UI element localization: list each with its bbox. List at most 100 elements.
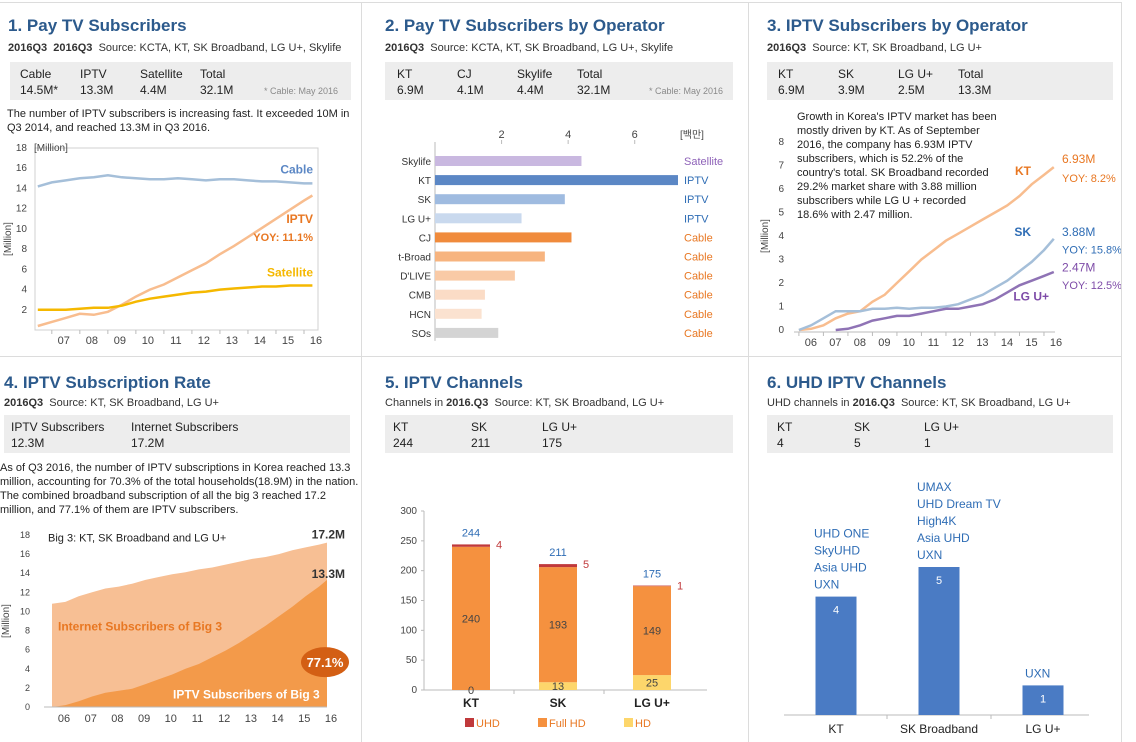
stat-value: 32.1M xyxy=(577,83,611,97)
top-border xyxy=(0,2,1122,3)
rate-badge-label: 77.1% xyxy=(307,655,344,670)
stat-label: KT xyxy=(778,67,794,81)
bar-segment-hd xyxy=(633,675,671,690)
y-tick-label: 8 xyxy=(25,626,30,636)
iptv-subscription-rate-chart: 0 2 4 6 8 10 12 14 16 18 [Million] 06 07 08 09 10 11 12 13… xyxy=(1,528,349,725)
bar-segment-full-hd xyxy=(539,567,577,683)
stat-label: LG U+ xyxy=(542,420,578,434)
segment-label-hd: 25 xyxy=(646,678,658,690)
stat-value: 32.1M xyxy=(200,83,234,97)
bar-sk xyxy=(435,194,565,205)
x-tick-label: 10 xyxy=(142,335,154,347)
x-tick-label: 14 xyxy=(1001,337,1013,349)
bar-cmb xyxy=(435,289,485,300)
column-divider-2 xyxy=(748,2,749,742)
series-value-lg-u: 2.47M xyxy=(1062,260,1095,274)
group-label: Cable xyxy=(684,328,713,340)
x-tick-label: 12 xyxy=(198,335,210,347)
y-tick-label: 6 xyxy=(25,645,30,655)
x-tick-label: 16 xyxy=(1050,337,1062,349)
stat-value: 1 xyxy=(924,436,931,450)
series-label-sk: SK xyxy=(1014,225,1031,239)
channel-name: SkyUHD xyxy=(814,544,860,558)
end-label-iptv: 13.3M xyxy=(312,567,345,581)
y-tick-label: 18 xyxy=(16,143,28,154)
x-tick-label: 09 xyxy=(114,335,126,347)
bar-sos xyxy=(435,327,499,338)
x-tick-label: 08 xyxy=(111,713,123,725)
stat-label: Total xyxy=(958,67,984,81)
y-tick-label: 50 xyxy=(406,655,418,666)
y-tick-label: 150 xyxy=(400,596,417,607)
stat-value: 244 xyxy=(393,436,414,450)
series-yoy-lg-u: YOY: 12.5% xyxy=(1062,280,1121,292)
stat-label: KT xyxy=(397,67,413,81)
y-tick-label: 2 xyxy=(21,305,27,316)
series-yoy-iptv: YOY: 11.1% xyxy=(253,232,313,244)
panel-pay-tv-subscribers: 1. Pay TV Subscribers 2016Q3 2016Q3 Sour… xyxy=(0,0,361,356)
panel-title: 3. IPTV Subscribers by Operator xyxy=(767,16,1028,35)
legend-swatch-hd xyxy=(624,718,633,727)
stat-value: 4.4M xyxy=(140,83,167,97)
y-tick-label: 2 xyxy=(25,683,30,693)
category-label: CJ xyxy=(419,233,431,244)
segment-label-hd: 13 xyxy=(552,681,564,693)
panel-subtitle: UHD channels in 2016.Q3 Source: KT, SK B… xyxy=(767,397,1071,409)
legend-label: Full HD xyxy=(549,718,586,730)
series-label-iptv: IPTV xyxy=(286,212,313,226)
stat-label: LG U+ xyxy=(924,420,960,434)
stat-value: 13.3M xyxy=(958,83,992,97)
series-line-cable xyxy=(37,174,313,188)
panel-title: 1. Pay TV Subscribers xyxy=(8,16,187,35)
x-tick-label: 10 xyxy=(903,337,915,349)
panel-description: Growth in Korea's IPTV market has been m… xyxy=(797,111,997,221)
category-label: KT xyxy=(418,176,431,187)
uhd-iptv-channels-chart: 4 KT UHD ONE SkyUHD Asia UHD UXN 5 SK Broadband… xyxy=(784,480,1089,736)
stat-label: Skylife xyxy=(517,67,553,81)
stat-label: SK xyxy=(854,420,871,434)
series-label-satellite: Satellite xyxy=(267,265,313,279)
channel-name: UHD ONE xyxy=(814,527,869,541)
category-label: KT xyxy=(463,696,480,710)
x-tick-label: 15 xyxy=(282,335,294,347)
bar-cj xyxy=(435,232,572,243)
y-tick-label: 4 xyxy=(778,231,784,242)
stat-label: SK xyxy=(838,67,855,81)
segment-label-uhd: 5 xyxy=(583,559,589,571)
right-border xyxy=(1121,2,1122,742)
y-tick-label: 10 xyxy=(20,606,30,616)
x-tick-label: 12 xyxy=(218,713,230,725)
stat-value: 17.2M xyxy=(131,436,165,450)
panel-subtitle: 2016Q3 Source: KCTA, KT, SK Broadband, L… xyxy=(385,42,674,54)
x-tick-label: 07 xyxy=(58,335,70,347)
y-tick-label: 250 xyxy=(400,536,417,547)
x-tick-label: 08 xyxy=(854,337,866,349)
y-tick-label: 0 xyxy=(25,702,30,712)
group-label: Cable xyxy=(684,309,713,321)
y-tick-label: 1 xyxy=(778,302,784,313)
legend-swatch-full-hd xyxy=(538,718,547,727)
legend-label: UHD xyxy=(476,718,500,730)
x-tick-label: 13 xyxy=(976,337,988,349)
series-value-sk: 3.88M xyxy=(1062,225,1095,239)
y-tick-label: 8 xyxy=(21,244,27,255)
group-label: IPTV xyxy=(684,194,709,206)
x-tick-label: 12 xyxy=(952,337,964,349)
x-tick-label: 15 xyxy=(1025,337,1037,349)
stat-value: 6.9M xyxy=(778,83,805,97)
channel-name: UXN xyxy=(1025,666,1050,680)
x-tick-label: 15 xyxy=(298,713,310,725)
category-label: Skylife xyxy=(402,157,432,168)
x-tick-label: 09 xyxy=(878,337,890,349)
category-label: SK xyxy=(550,696,567,710)
bar-kt xyxy=(815,596,857,715)
stat-value: 4 xyxy=(777,436,784,450)
panel-subtitle: 2016Q3 Source: KT, SK Broadband, LG U+ xyxy=(767,42,982,54)
series-label-lg-u: LG U+ xyxy=(1013,290,1049,304)
y-tick-label: 10 xyxy=(16,224,28,235)
x-tick-label: 14 xyxy=(254,335,266,347)
stats-box: KT 4 SK 5 LG U+ 1 xyxy=(767,415,1113,453)
series-line-sk xyxy=(798,237,1055,332)
x-tick-label: 06 xyxy=(805,337,817,349)
